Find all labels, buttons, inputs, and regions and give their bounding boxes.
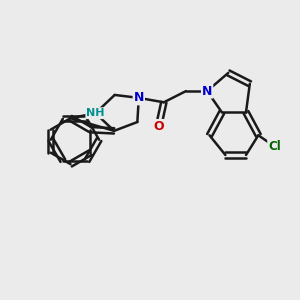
- Text: NH: NH: [86, 108, 105, 118]
- Text: N: N: [134, 92, 144, 104]
- Text: N: N: [202, 85, 212, 98]
- Text: Cl: Cl: [268, 140, 281, 153]
- Text: O: O: [153, 120, 164, 133]
